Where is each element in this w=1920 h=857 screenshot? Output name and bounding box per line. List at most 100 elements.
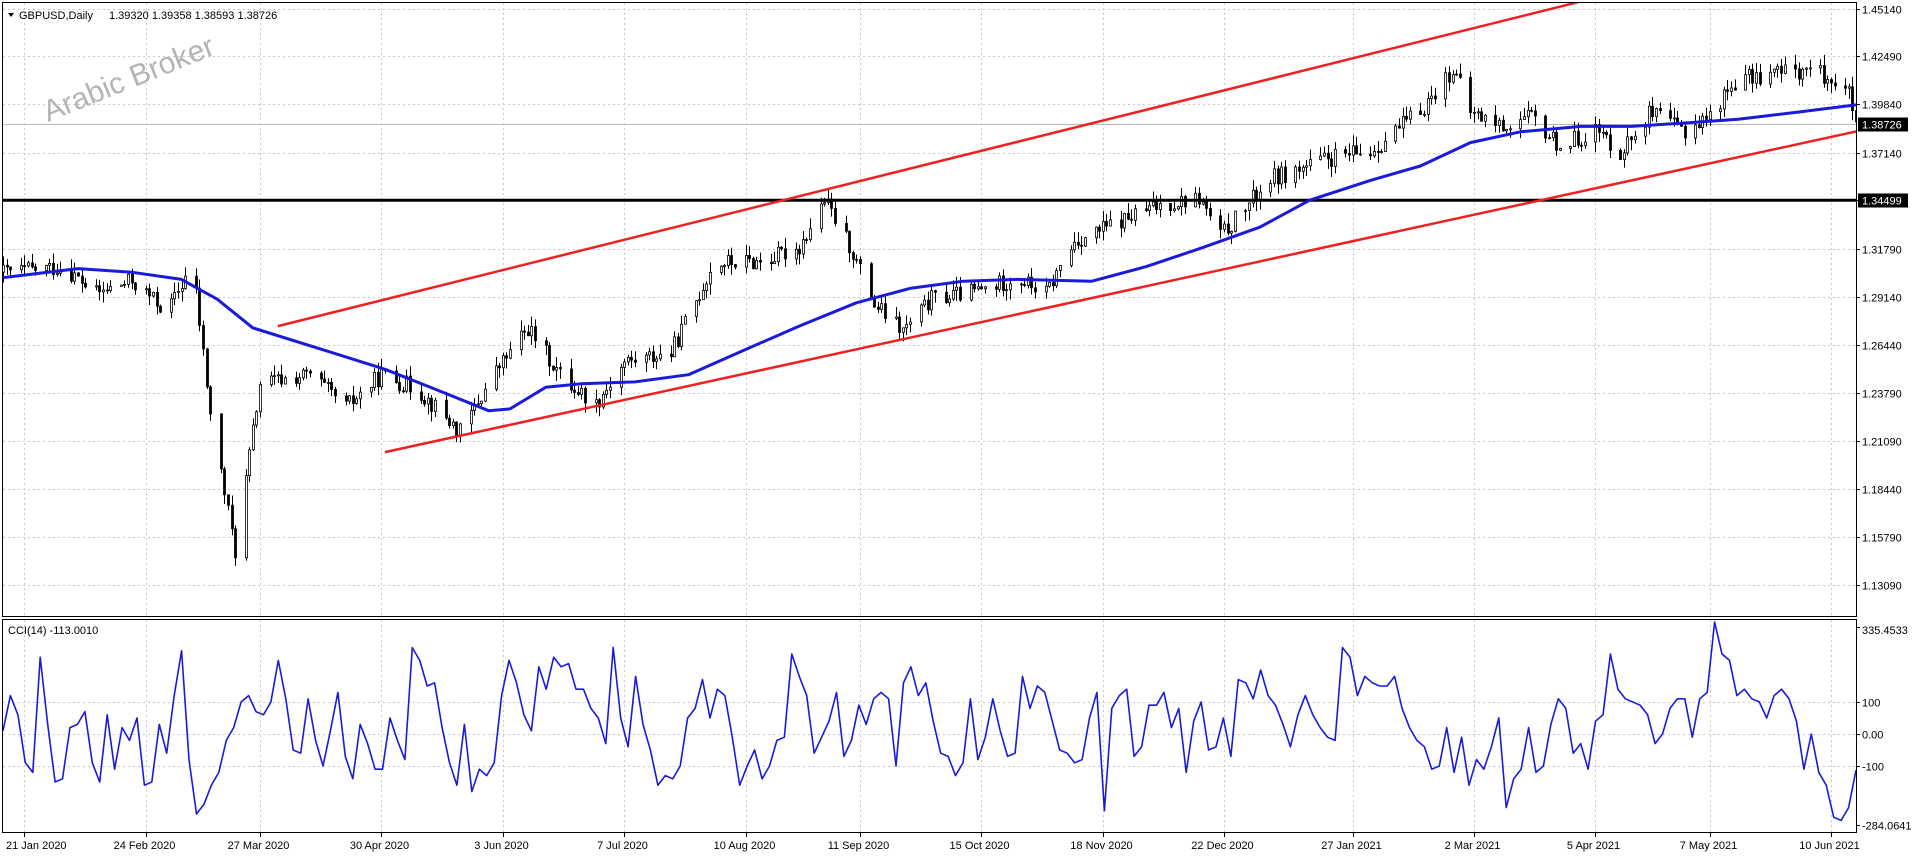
x-tick-label: 27 Mar 2020 [228, 840, 290, 852]
candle-body [352, 395, 355, 404]
candle-body [159, 305, 162, 313]
candle-body [1034, 287, 1037, 293]
candle-body [1377, 150, 1380, 153]
candle-body [777, 246, 780, 263]
candle-body [1048, 282, 1051, 287]
candle-body [448, 417, 451, 427]
candle-body [181, 288, 184, 292]
candle-body [1477, 111, 1480, 114]
candle-body [1744, 74, 1747, 91]
candle-body [1352, 145, 1355, 156]
candle-body [1284, 166, 1287, 184]
candle-body [323, 378, 326, 383]
candle-body [505, 355, 508, 359]
candle-body [455, 421, 458, 437]
candle-body [84, 282, 87, 288]
candle-body [23, 265, 26, 267]
candle-body [859, 259, 862, 265]
y-tick-label: 1.15790 [1862, 533, 1902, 545]
candle-body [698, 299, 701, 302]
candle-body [231, 504, 234, 530]
candle-body [709, 272, 712, 285]
candle-body [1444, 72, 1447, 100]
candle-body [620, 366, 623, 388]
candle-body [1252, 189, 1255, 204]
candle-body [1152, 201, 1155, 207]
candle-body [1755, 72, 1758, 84]
candle-body [1855, 110, 1856, 123]
candle-body [1145, 208, 1148, 211]
candle-body [948, 298, 951, 304]
candle-body [1402, 116, 1405, 129]
candle-body [798, 248, 801, 255]
candle-body [970, 283, 973, 301]
candle-body [1298, 166, 1301, 172]
y-tick-label: 1.45140 [1862, 5, 1902, 17]
candle-body [1630, 136, 1633, 141]
candle-body [852, 252, 855, 260]
cci-plot-area[interactable] [2, 619, 1857, 833]
candle-body [1798, 68, 1801, 80]
candle-body [580, 387, 583, 395]
candle-body [427, 397, 430, 405]
candle-body [1826, 79, 1829, 84]
candle-body [1655, 108, 1658, 118]
candle-body [1673, 117, 1676, 120]
candle-body [702, 290, 705, 301]
candle-body [1095, 226, 1098, 239]
candle-body [673, 336, 676, 358]
candle-body [259, 384, 262, 413]
candle-body [1330, 158, 1333, 167]
candle-body [1177, 206, 1180, 210]
candle-body [81, 275, 84, 284]
candle-body [1269, 182, 1272, 193]
candle-body [630, 357, 633, 361]
candle-body [909, 321, 912, 325]
current-price-tag [1858, 117, 1908, 132]
candle-body [509, 349, 512, 359]
candle-body [255, 411, 258, 426]
candle-body [309, 370, 312, 374]
candle-body [145, 288, 148, 291]
candle-body [1380, 151, 1383, 153]
candle-body [1109, 219, 1112, 227]
candle-body [1427, 98, 1430, 115]
candle-body [198, 287, 201, 326]
current-price-label: 1.38726 [1862, 120, 1902, 132]
candle-body [1480, 111, 1483, 122]
x-tick-label: 15 Oct 2020 [950, 840, 1010, 852]
candle-body [855, 258, 858, 261]
candle-body [348, 395, 351, 402]
candle-body [1548, 137, 1551, 140]
candle-body [984, 286, 987, 290]
candle-body [802, 239, 805, 255]
candle-body [284, 377, 287, 385]
main-grid [3, 3, 1856, 616]
candle-body [1319, 155, 1322, 160]
candle-body [1751, 69, 1754, 84]
candle-body [1059, 265, 1062, 271]
candle-body [1694, 124, 1697, 139]
candle-body [695, 300, 698, 317]
candle-body [1309, 159, 1312, 167]
candle-body [1494, 114, 1497, 126]
candle-body [1769, 71, 1772, 85]
candle-body [534, 326, 537, 342]
candle-body [980, 286, 983, 290]
candle-body [1077, 241, 1080, 246]
candle-body [1448, 72, 1451, 83]
candle-body [595, 399, 598, 404]
collapse-triangle-icon[interactable] [8, 13, 14, 17]
candle-body [998, 275, 1001, 290]
candle-body [1148, 205, 1151, 211]
candle-body [884, 303, 887, 319]
candle-body [1759, 72, 1762, 85]
candle-body [1055, 270, 1058, 287]
candle-body [559, 367, 562, 370]
candle-body [573, 389, 576, 393]
support-price-tag [1858, 193, 1908, 208]
cci-tick-label: 100 [1862, 698, 1880, 710]
candle-body [795, 248, 798, 260]
candle-body [655, 358, 658, 362]
